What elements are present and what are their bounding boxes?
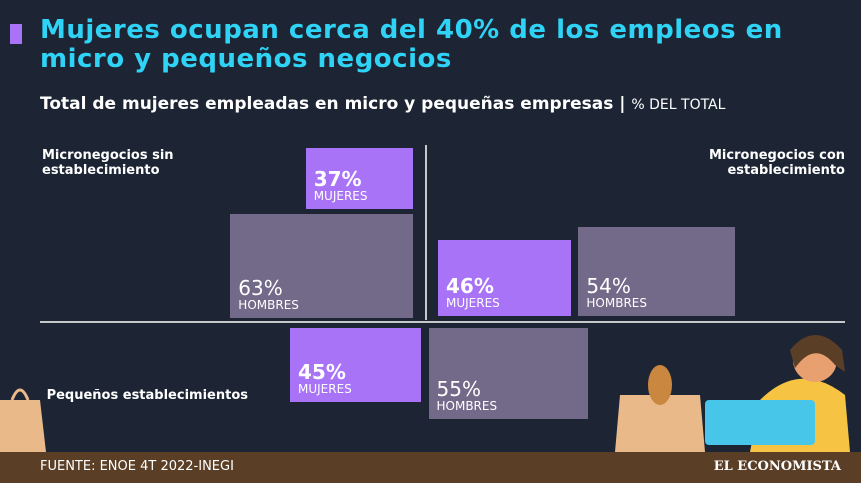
box-label: 46% MUJERES: [446, 275, 500, 310]
box: 54% HOMBRES: [578, 226, 735, 316]
box-label: 37% MUJERES: [314, 168, 368, 203]
box-label: 54% HOMBRES: [586, 275, 647, 310]
series-name: MUJERES: [298, 382, 352, 397]
brand: EL ECONOMISTA: [713, 459, 841, 474]
box-label: 55% HOMBRES: [437, 378, 498, 413]
value-label: 63%: [238, 275, 283, 300]
subtitle-block: Total de mujeres empleadas en micro y pe…: [40, 94, 780, 115]
group-name: Micronegocios con establecimiento: [709, 148, 845, 178]
box-label: 63% HOMBRES: [238, 277, 299, 312]
series-name: HOMBRES: [436, 398, 498, 413]
value-label: 54%: [586, 273, 631, 298]
value-label: 45%: [298, 360, 346, 385]
series-name: MUJERES: [446, 295, 500, 310]
value-label: 37%: [313, 167, 362, 192]
box: 55% HOMBRES: [428, 328, 588, 419]
value-label: 55%: [436, 376, 481, 401]
series-name: HOMBRES: [586, 295, 647, 310]
group-name: Pequeños establecimientos: [46, 388, 248, 403]
group-name: Micronegocios sin establecimiento: [42, 148, 174, 178]
series-name: HOMBRES: [238, 297, 299, 312]
title: Mujeres ocupan cerca del 40% de los empl…: [40, 15, 783, 74]
series-name: MUJERES: [313, 189, 368, 204]
title-marker: [10, 24, 22, 44]
box: 46% MUJERES: [438, 240, 572, 316]
footer-bar: [0, 452, 861, 483]
box: 63% HOMBRES: [230, 214, 413, 318]
subtitle: Total de mujeres empleadas en micro y pe…: [40, 94, 614, 114]
box: 45% MUJERES: [290, 328, 421, 403]
separator: |: [619, 94, 626, 114]
value-label: 46%: [446, 273, 494, 298]
box: 37% MUJERES: [305, 148, 413, 210]
box-label: 45% MUJERES: [298, 361, 352, 396]
unit: % DEL TOTAL: [631, 97, 726, 113]
source: FUENTE: ENOE 4T 2022-INEGI: [40, 459, 234, 474]
